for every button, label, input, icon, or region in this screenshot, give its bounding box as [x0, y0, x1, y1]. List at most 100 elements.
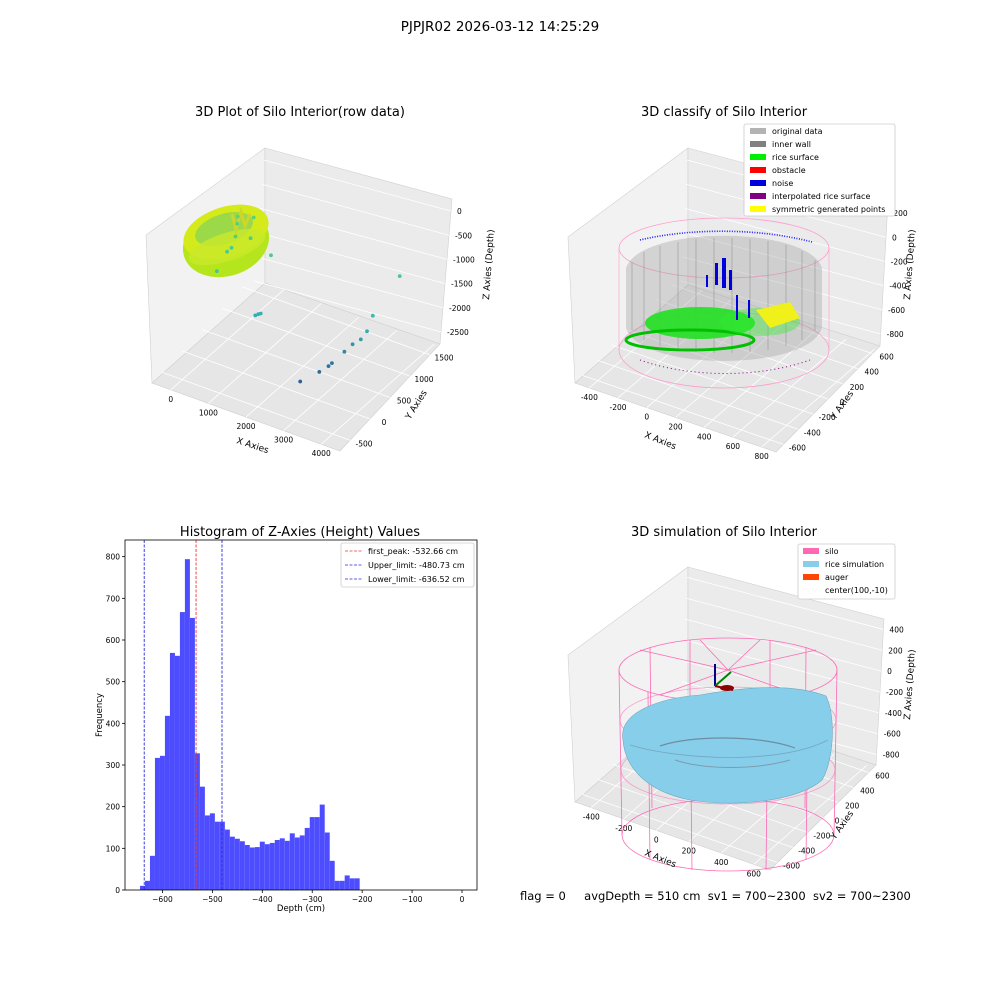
histogram-x-tick: −200: [352, 895, 373, 904]
histogram-bar: [149, 855, 155, 890]
raw-data-3d-plot: 3D Plot of Silo Interior(row data) 0 1000…: [145, 105, 497, 458]
classify-z-tick: 200: [893, 209, 908, 218]
raw-x-tick: 3000: [274, 436, 293, 445]
simulation-x-tick: 0: [654, 835, 659, 844]
histogram-bar: [184, 559, 190, 890]
legend-interpolated-rice-surface: interpolated rice surface: [772, 192, 870, 201]
raw-z-tick: 0: [457, 207, 462, 216]
histogram-y-tick: 700: [106, 594, 121, 603]
histogram-y-tick: 600: [106, 636, 121, 645]
classify-z-tick: 0: [892, 233, 897, 242]
raw-z-tick: -1000: [453, 255, 475, 264]
figure-suptitle: PJPJR02 2026-03-12 14:25:29: [401, 19, 599, 35]
classify-legend: original data inner wall rice surface ob…: [743, 123, 896, 217]
raw-x-tick: 1000: [199, 408, 218, 417]
histogram-bar: [349, 878, 355, 890]
rice-simulation-surface: [622, 687, 833, 804]
simulation-y-tick: -200: [813, 832, 830, 841]
histogram-bar: [259, 841, 265, 890]
raw-y-tick: 1500: [434, 354, 453, 363]
histogram-bar: [274, 840, 280, 890]
histogram-plot-frame: [124, 539, 478, 891]
histogram-bar: [329, 860, 335, 890]
histogram-bar: [224, 829, 230, 890]
legend-swatch: [750, 154, 766, 160]
histogram-bar: [194, 753, 200, 890]
raw-outlier-point: [248, 236, 253, 241]
raw-plot-grid: [161, 159, 452, 445]
legend-obstacle: obstacle: [772, 166, 806, 175]
histogram-bar: [164, 715, 170, 890]
simulation-y-tick: 0: [835, 817, 840, 826]
histogram-bar: [264, 844, 270, 890]
legend-rice-surface: rice surface: [772, 153, 819, 162]
simulation-z-tick: 200: [888, 646, 903, 655]
classify-y-tick: -600: [789, 443, 806, 452]
histogram-bar: [289, 833, 295, 890]
histogram-bar: [159, 755, 165, 890]
raw-silo-ring: [182, 204, 270, 278]
histogram-bar: [319, 804, 325, 890]
classify-x-axis-label: X Axies: [643, 431, 678, 453]
simulation-y-tick: -600: [783, 862, 800, 871]
histogram-x-tick: −100: [402, 895, 423, 904]
classify-x-tick: -400: [581, 393, 598, 402]
raw-z-axis-label: Z Axies (Depth): [482, 229, 497, 300]
simulation-x-tick: -400: [583, 813, 600, 822]
classify-z-tick: -200: [891, 257, 908, 266]
histogram-y-tick: 500: [106, 678, 121, 687]
histogram-bar: [254, 847, 260, 890]
raw-y-tick: 1000: [414, 375, 433, 384]
classify-plot-ticks: -400-2000200400600800-600-400-2000200400…: [581, 209, 908, 461]
raw-outlier-point: [326, 364, 331, 368]
histogram-bar: [189, 617, 195, 890]
histogram-bar: [249, 847, 255, 890]
histogram-bar: [324, 832, 330, 890]
raw-x-tick: 0: [168, 395, 173, 404]
classify-y-tick: 600: [879, 353, 894, 362]
raw-y-tick: -500: [355, 439, 372, 448]
histogram-bar: [299, 835, 305, 890]
histogram-bar: [179, 612, 185, 890]
classify-y-tick: -400: [804, 428, 821, 437]
raw-x-tick: 2000: [236, 422, 255, 431]
legend-swatch: [750, 206, 766, 212]
histogram-bar: [214, 821, 220, 890]
footer-sv1: sv1 = 700~2300: [707, 889, 806, 903]
histogram-y-tick: 300: [106, 761, 121, 770]
histogram-x-tick: −500: [202, 895, 223, 904]
histogram-bar: [199, 786, 205, 890]
raw-outlier-point: [358, 337, 363, 342]
auger-marker: [714, 664, 734, 691]
legend-swatch: [803, 548, 819, 554]
simulation-x-tick: 200: [682, 847, 697, 856]
histogram-bar: [314, 817, 320, 890]
classify-x-tick: 400: [697, 432, 712, 441]
histogram-bar: [309, 817, 315, 890]
raw-outlier-point: [342, 349, 347, 354]
raw-y-tick: 500: [397, 397, 412, 406]
raw-outlier-point: [233, 234, 238, 239]
histogram-x-tick: −300: [302, 895, 323, 904]
raw-outlier-points: [215, 214, 402, 384]
legend-upper-limit: Upper_limit: -480.73 cm: [368, 561, 465, 570]
raw-x-tick: 4000: [312, 449, 331, 458]
classify-y-tick: 0: [840, 398, 845, 407]
raw-outlier-point: [225, 249, 230, 254]
raw-outlier-point: [253, 313, 258, 318]
classify-x-tick: -200: [610, 403, 627, 412]
legend-first-peak: first_peak: -532.66 cm: [368, 547, 458, 556]
histogram-x-tick: 0: [460, 895, 465, 904]
legend-center: center(100,-10): [825, 586, 888, 595]
raw-z-tick: -500: [455, 231, 472, 240]
legend-swatch: [750, 141, 766, 147]
simulation-y-tick: -400: [798, 847, 815, 856]
raw-z-tick: -1500: [451, 280, 473, 289]
raw-outlier-point: [330, 361, 334, 365]
legend-swatch: [750, 167, 766, 173]
classify-z-axis-label: Z Axies (Depth): [903, 229, 918, 300]
classify-x-tick: 800: [754, 452, 769, 461]
histogram-x-tick: −400: [252, 895, 273, 904]
raw-outlier-point: [298, 379, 303, 384]
